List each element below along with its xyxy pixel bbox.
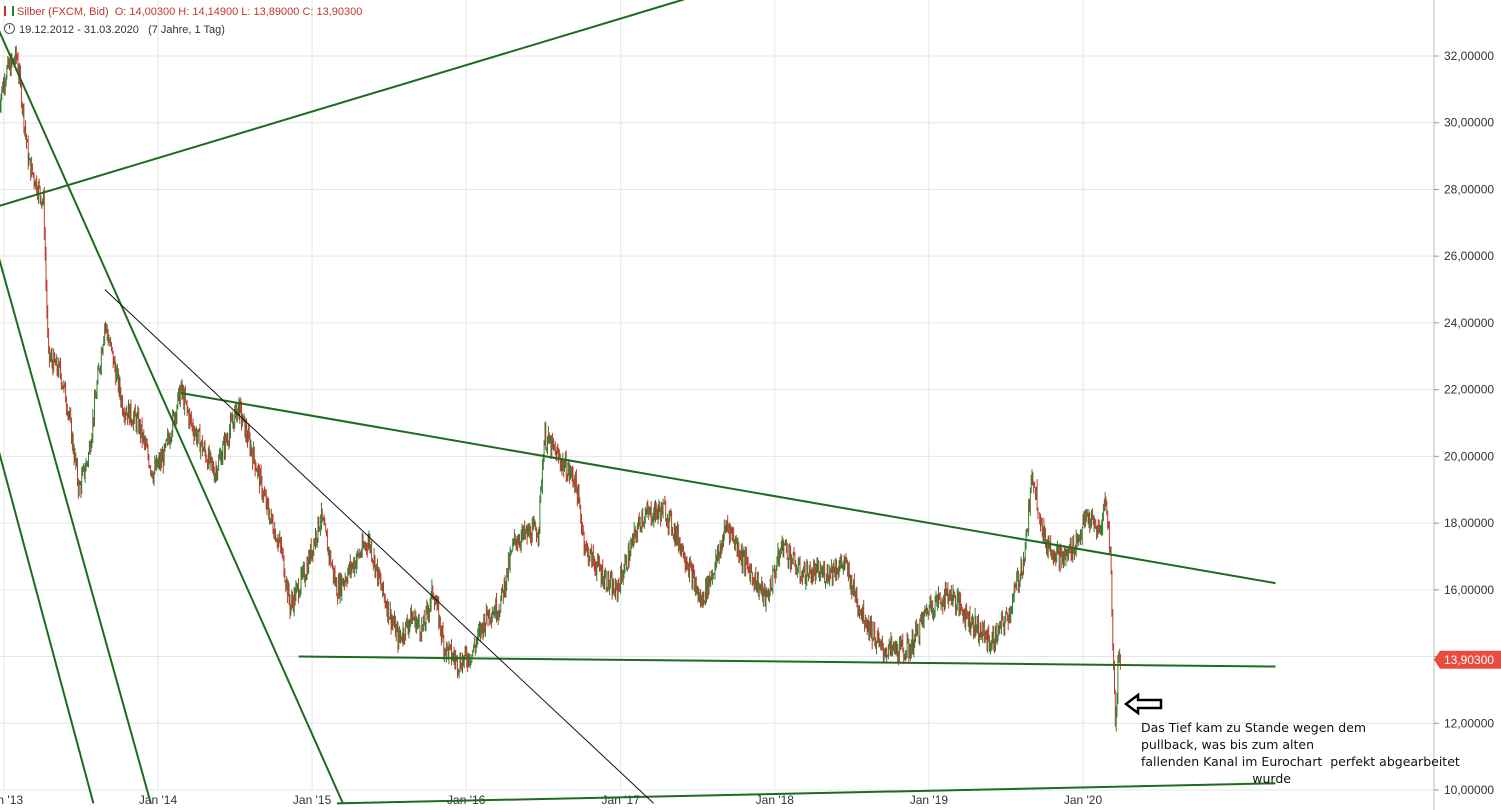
candlesticks xyxy=(0,45,1121,732)
y-tick-label: 22,00000 xyxy=(1444,383,1494,397)
x-tick-label: Jan '15 xyxy=(293,793,332,807)
date-range: 19.12.2012 - 31.03.2020 xyxy=(19,24,139,36)
range-header: 19.12.2012 - 31.03.2020 (7 Jahre, 1 Tag) xyxy=(4,23,225,36)
y-tick-label: 26,00000 xyxy=(1444,249,1494,263)
trendline xyxy=(0,451,95,804)
y-axis-ticks: 10,0000012,0000014,0000016,0000018,00000… xyxy=(1434,49,1494,797)
instrument-header: Silber (FXCM, Bid) O: 14,00300 H: 14,1490… xyxy=(4,6,362,18)
trendline xyxy=(336,782,1276,805)
x-tick-label: Jan '17 xyxy=(602,793,641,807)
x-tick-label: Jan '13 xyxy=(0,793,23,807)
y-tick-label: 10,00000 xyxy=(1444,783,1494,797)
trendline xyxy=(0,30,344,804)
annotation-text: Das Tief kam zu Stande wegen dem pullbac… xyxy=(1141,720,1460,786)
clock-icon xyxy=(4,23,15,34)
x-tick-label: Jan '19 xyxy=(910,793,949,807)
ohlc-values: O: 14,00300 H: 14,14900 L: 13,89000 C: 1… xyxy=(114,6,363,18)
arrow-left-icon xyxy=(1123,692,1163,716)
y-tick-label: 32,00000 xyxy=(1444,49,1494,63)
x-tick-label: Jan '18 xyxy=(756,793,795,807)
trendline xyxy=(0,0,685,207)
y-tick-label: 30,00000 xyxy=(1444,116,1494,130)
trendline xyxy=(298,655,1276,668)
date-span: (7 Jahre, 1 Tag) xyxy=(148,24,225,36)
last-price-tag: 13,90300 xyxy=(1434,650,1501,669)
y-tick-label: 16,00000 xyxy=(1444,583,1494,597)
last-price-label: 13,90300 xyxy=(1444,653,1494,667)
y-tick-label: 28,00000 xyxy=(1444,182,1494,196)
y-tick-label: 20,00000 xyxy=(1444,449,1494,463)
y-tick-label: 24,00000 xyxy=(1444,316,1494,330)
trendlines xyxy=(0,0,1276,805)
grid-lines xyxy=(0,0,1434,791)
trendline xyxy=(0,258,152,804)
trendline xyxy=(180,391,1276,585)
y-tick-label: 18,00000 xyxy=(1444,516,1494,530)
candlestick-icon xyxy=(4,6,14,16)
x-tick-label: Jan '20 xyxy=(1064,793,1103,807)
y-tick-label: 12,00000 xyxy=(1444,716,1494,730)
instrument-name: Silber (FXCM, Bid) xyxy=(17,6,109,18)
last-price-tag-shape xyxy=(1434,650,1501,669)
trendline xyxy=(104,289,654,804)
x-tick-label: Jan '14 xyxy=(139,793,178,807)
